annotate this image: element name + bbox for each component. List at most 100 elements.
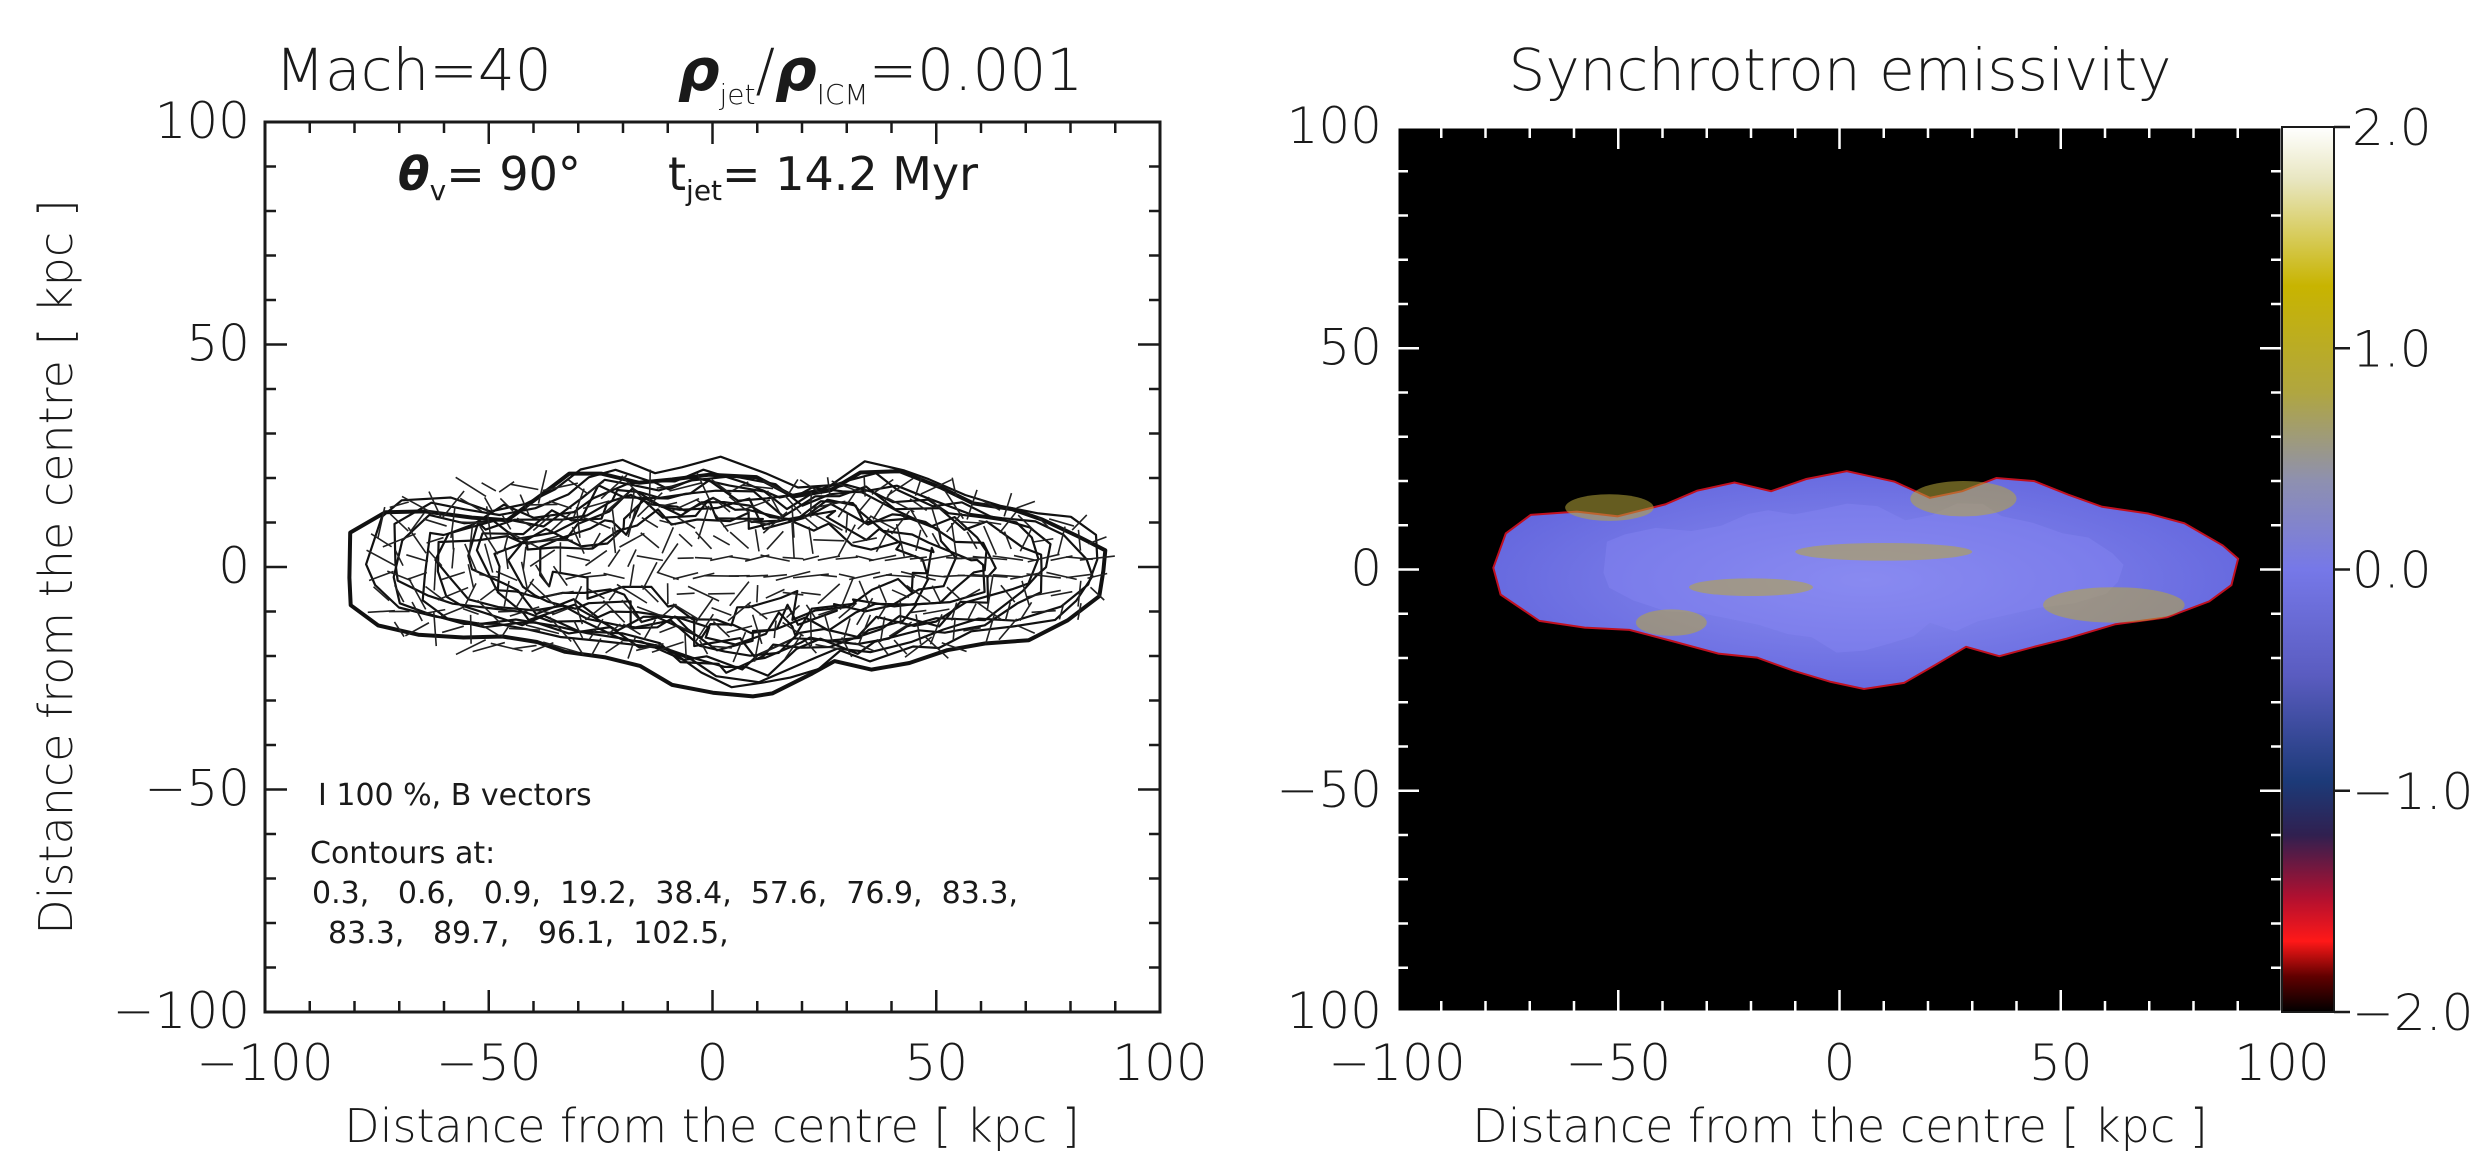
b-vector xyxy=(876,638,889,656)
b-vector xyxy=(1004,602,1012,621)
b-vector xyxy=(643,619,657,640)
b-vector xyxy=(573,620,584,639)
b-vector xyxy=(1077,603,1082,620)
b-vector xyxy=(464,582,477,605)
b-vector xyxy=(450,506,456,539)
b-vector xyxy=(972,555,1008,561)
b-vector xyxy=(382,532,416,548)
b-vector xyxy=(587,588,605,600)
b-vector xyxy=(658,603,678,620)
b-vector xyxy=(927,496,945,513)
b-vector xyxy=(585,574,607,578)
b-vector xyxy=(692,572,715,580)
b-vector xyxy=(520,561,529,591)
b-vector xyxy=(712,534,731,546)
b-vector xyxy=(732,631,747,663)
b-vector xyxy=(710,645,732,649)
b-vector xyxy=(944,490,965,520)
contours-levels-line2: 83.3, 89.7, 96.1, 102.5, xyxy=(328,916,729,951)
tjet-annotation: tjet= 14.2 Myr xyxy=(668,147,978,207)
x-tick-label: 0 xyxy=(697,1034,729,1092)
b-vector xyxy=(455,639,487,656)
b-vector xyxy=(669,482,703,492)
b-vector xyxy=(672,571,699,580)
b-vector xyxy=(693,598,714,625)
b-vector xyxy=(1016,624,1036,635)
b-vector xyxy=(424,608,446,615)
b-vector xyxy=(915,614,922,645)
b-vector xyxy=(801,591,821,596)
b-vector xyxy=(619,532,645,548)
b-vector xyxy=(573,598,584,625)
b-vector xyxy=(490,642,523,652)
b-vector xyxy=(957,574,987,578)
contours-heading: Contours at: xyxy=(310,836,495,871)
b-vector xyxy=(762,511,788,534)
b-vector xyxy=(659,625,677,634)
b-vector xyxy=(459,497,482,512)
b-vector xyxy=(477,621,500,637)
b-vector xyxy=(698,639,709,655)
right-panel: Synchrotron emissivity 2.0 1.0 0.0 −1.0 −2.0… xyxy=(1276,36,2473,1151)
b-vector xyxy=(837,524,856,557)
b-vector xyxy=(782,556,804,560)
b-vector xyxy=(552,565,568,587)
b-vector xyxy=(831,480,863,494)
b-vector xyxy=(923,635,949,659)
b-vector xyxy=(766,490,784,520)
lobe-inner xyxy=(1603,503,2124,653)
b-vector xyxy=(746,574,769,578)
left-contour-group xyxy=(347,455,1115,699)
b-vector xyxy=(693,613,714,645)
b-vector xyxy=(708,592,735,595)
b-vector xyxy=(727,601,752,622)
b-vector xyxy=(820,574,838,578)
b-vector xyxy=(590,638,602,657)
b-vector xyxy=(904,636,933,658)
b-vector xyxy=(600,492,628,517)
b-vector xyxy=(837,491,856,518)
b-vector xyxy=(976,602,1003,621)
b-vector xyxy=(1087,536,1107,545)
b-vector xyxy=(451,547,455,569)
b-vector xyxy=(516,517,533,528)
left-x-tick-labels: −100 −50 0 50 100 xyxy=(196,1034,1207,1092)
emissivity-highlight xyxy=(2043,587,2185,623)
b-vector xyxy=(741,484,774,490)
b-vector xyxy=(386,570,412,582)
b-vector xyxy=(495,570,518,582)
b-vector xyxy=(909,498,928,512)
b-vector xyxy=(712,496,731,513)
b-vector xyxy=(581,516,611,529)
emissivity-highlight xyxy=(1635,609,1707,636)
b-vector xyxy=(696,472,711,501)
b-vector xyxy=(759,607,791,616)
colorbar-tick-label: 0.0 xyxy=(2352,542,2432,600)
right-y-tick-labels: 100 50 0 −50 100 xyxy=(1276,97,1382,1040)
b-vector xyxy=(839,577,854,610)
b-vector xyxy=(992,555,1024,561)
b-vector xyxy=(627,635,637,659)
b-vector xyxy=(746,603,768,620)
b-vector xyxy=(389,513,409,532)
b-vector xyxy=(529,581,556,606)
left-panel: Mach=40 ρjet/ρICM=0.001 θv= 90° tjet= 14… xyxy=(29,36,1208,1151)
b-vector xyxy=(838,573,855,579)
contour-level-102.5 xyxy=(539,497,928,627)
b-vector xyxy=(678,533,693,548)
b-vector xyxy=(871,478,894,495)
b-vector xyxy=(888,621,913,638)
b-vector xyxy=(549,500,572,510)
x-tick-label: 50 xyxy=(904,1034,968,1092)
b-vector xyxy=(671,497,700,512)
b-vector xyxy=(697,505,710,540)
left-title-density-ratio: ρjet/ρICM=0.001 xyxy=(678,36,1083,111)
b-vector xyxy=(658,501,678,508)
b-vector xyxy=(908,507,928,538)
b-vector xyxy=(856,597,874,626)
b-vector xyxy=(760,554,790,562)
left-plot-frame xyxy=(263,120,1162,1014)
b-vector xyxy=(950,522,958,558)
b-vector xyxy=(695,498,712,511)
b-vector xyxy=(627,507,637,538)
